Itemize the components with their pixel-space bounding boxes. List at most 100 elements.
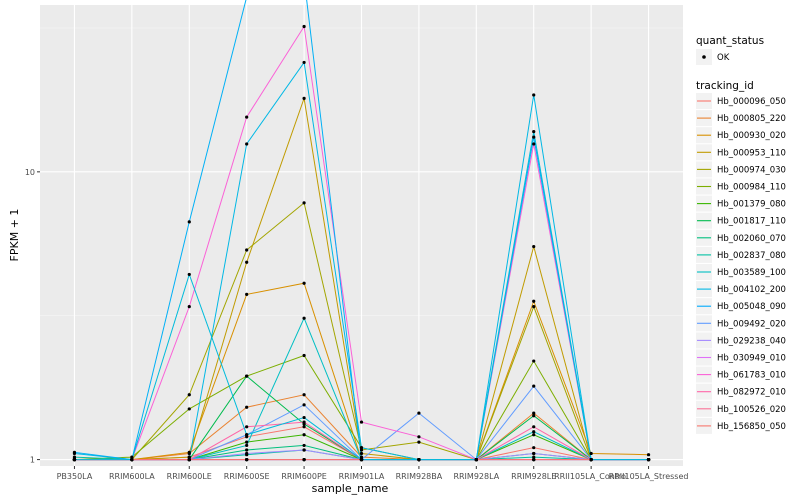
data-point	[245, 451, 249, 456]
data-point	[589, 457, 593, 462]
data-point	[532, 457, 536, 462]
data-point	[302, 420, 306, 424]
data-point	[646, 453, 651, 457]
data-point	[72, 457, 77, 462]
data-point	[72, 455, 77, 459]
data-point	[302, 353, 306, 358]
x-axis: PB350LA RRIM600LA RRIM600LE RRIM600SE RRIM60…	[57, 466, 689, 481]
data-point	[359, 457, 364, 462]
x-tick-label: RRII105LA_Control	[554, 472, 628, 481]
data-point	[245, 448, 249, 452]
data-point	[187, 450, 191, 454]
data-point	[532, 433, 536, 437]
data-point	[417, 440, 421, 444]
data-point	[589, 451, 593, 456]
data-point	[302, 425, 306, 429]
data-point	[245, 292, 249, 297]
data-point	[245, 115, 249, 119]
legend-label: Hb_001817_110	[717, 217, 786, 227]
data-point	[187, 305, 191, 309]
legend-label: Hb_000974_030	[717, 165, 786, 175]
data-point	[532, 455, 536, 459]
y-tick-label: 10	[25, 168, 35, 177]
data-point	[417, 435, 421, 439]
x-tick-label: RRIM600PE	[281, 472, 327, 481]
data-point	[359, 446, 364, 450]
data-point	[187, 220, 191, 224]
legend-label: Hb_009492_020	[717, 319, 786, 329]
data-point	[187, 455, 191, 459]
x-tick-label: PB350LA	[57, 472, 93, 481]
legend-label: Hb_004102_200	[717, 285, 786, 295]
data-point	[245, 248, 249, 252]
x-tick-label: RRIM600LA	[109, 472, 155, 481]
data-point	[302, 24, 306, 29]
data-point	[532, 299, 536, 303]
data-point	[302, 201, 306, 205]
y-axis: 1 10	[25, 168, 40, 465]
legend-label: Hb_000930_020	[717, 131, 786, 141]
legend-label: Hb_100526_020	[717, 405, 786, 415]
data-point	[532, 244, 536, 249]
legend-label: Hb_005048_090	[717, 302, 786, 312]
x-tick-label: RRIM928LA	[453, 472, 499, 481]
data-point	[245, 440, 249, 444]
legend-label: Hb_001379_080	[717, 200, 786, 210]
x-tick-label: RRII105LA_Stressed	[609, 472, 689, 481]
data-point	[417, 411, 421, 415]
data-point	[245, 457, 249, 462]
legend-title-quant-status: quant_status	[696, 35, 764, 47]
data-point	[72, 450, 77, 454]
legend-label: Hb_029238_040	[717, 336, 786, 346]
data-point	[532, 359, 536, 363]
data-point	[302, 443, 306, 448]
color-legend: Hb_000096_050 Hb_000805_220 Hb_000930_020 H…	[696, 93, 786, 434]
legend-title-tracking-id: tracking_id	[696, 80, 754, 92]
data-point	[302, 415, 306, 420]
legend-label: Hb_000096_050	[717, 97, 786, 107]
data-point	[302, 316, 306, 320]
data-point	[532, 129, 536, 134]
data-point	[417, 457, 421, 462]
data-point	[302, 403, 306, 407]
x-tick-label: RRIM928LE	[511, 472, 556, 481]
legend-label: Hb_000805_220	[717, 114, 786, 124]
data-point	[532, 430, 536, 434]
x-tick-label: RRIM901LA	[339, 472, 385, 481]
legend-point-icon	[702, 55, 706, 59]
data-point	[532, 384, 536, 388]
data-point	[245, 374, 249, 378]
data-point	[359, 455, 364, 459]
x-tick-label: RRIM600SE	[224, 472, 270, 481]
data-point	[646, 457, 651, 462]
legend: quant_status OK tracking_id Hb_000096_05…	[696, 35, 786, 434]
data-point	[359, 420, 364, 424]
data-point	[187, 393, 191, 397]
legend-label: Hb_030949_010	[717, 354, 786, 364]
data-point	[245, 443, 249, 448]
legend-label: OK	[717, 53, 730, 63]
data-point	[245, 142, 249, 146]
data-point	[359, 448, 364, 452]
legend-label: Hb_000953_110	[717, 148, 786, 158]
data-point	[302, 96, 306, 100]
data-point	[302, 393, 306, 397]
legend-label: Hb_156850_050	[717, 422, 786, 432]
data-point	[302, 60, 306, 65]
data-point	[359, 451, 364, 456]
data-point	[302, 433, 306, 437]
data-point	[245, 405, 249, 409]
legend-label: Hb_002837_080	[717, 251, 786, 261]
data-point	[532, 93, 536, 97]
data-point	[532, 425, 536, 429]
data-point	[302, 448, 306, 452]
data-point	[532, 451, 536, 456]
x-tick-label: RRIM928BA	[396, 472, 443, 481]
legend-label: Hb_003589_100	[717, 268, 786, 278]
legend-label: Hb_061783_010	[717, 371, 786, 381]
y-axis-title: FPKM + 1	[8, 209, 21, 262]
data-point	[130, 457, 134, 462]
data-point	[302, 281, 306, 285]
legend-label: Hb_000984_110	[717, 183, 786, 193]
